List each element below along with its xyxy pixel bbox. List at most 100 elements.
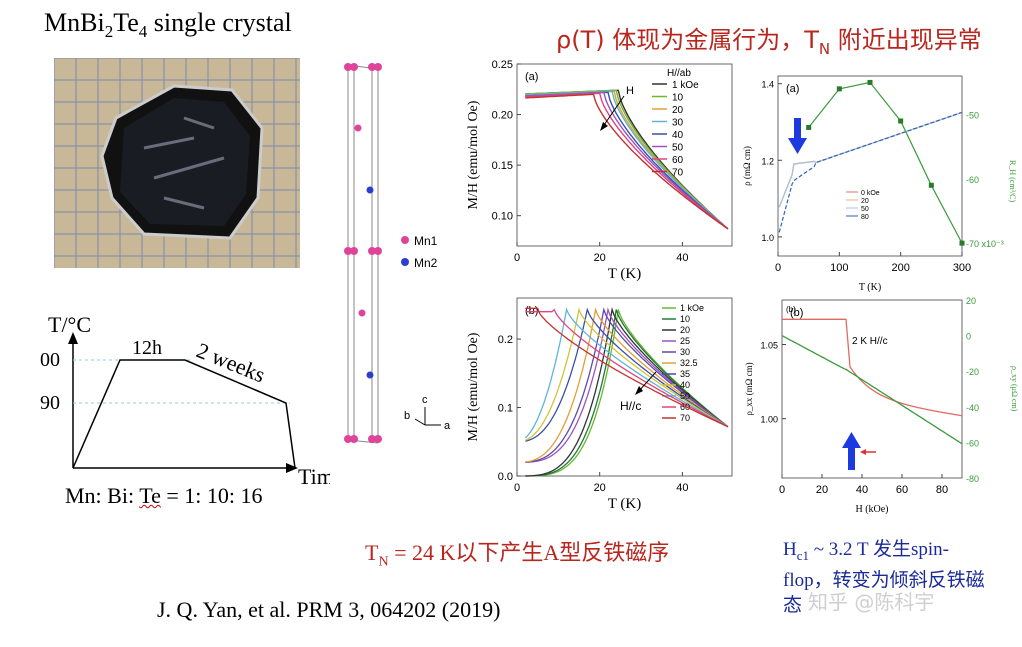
mn1-legend: Mn1 (414, 234, 438, 248)
tn-note: TN = 24 K以下产生A型反铁磁序 (365, 540, 670, 570)
legend-entry: 20 (672, 105, 684, 116)
legend-entry: 25 (680, 336, 690, 346)
right-tick-label: 20 (966, 296, 976, 306)
series-line (525, 308, 729, 428)
legend-entry: 1 kOe (672, 80, 699, 91)
series-line (525, 309, 729, 477)
hold-label: 12h (132, 337, 162, 359)
mn1-atom (374, 63, 382, 71)
arrow-icon (635, 386, 643, 395)
t-low-label: 590 (40, 392, 60, 414)
x-tick-label: 0 (775, 262, 781, 274)
x-tick-label: 20 (594, 252, 606, 264)
x-tick-label: 40 (856, 484, 868, 496)
x-tick-label: 0 (514, 252, 520, 264)
svg-text:c: c (422, 394, 428, 406)
chart-rho-h: 0 20 40 60 80 1.00 1.05 H (kOe) ρ_xx (mΩ cm) (b) 2… (744, 296, 1019, 515)
right-tick-label: -80 (966, 474, 979, 484)
chart-mh-c: 0 20 40 0.0 0.1 0.2 T (K) M/H (emu/mol Oe) (b) 1 … (466, 297, 733, 512)
series-line (525, 307, 729, 442)
svg-text:b: b (404, 410, 410, 422)
y-tick-label: 0.2 (498, 334, 513, 346)
series-line (525, 307, 729, 428)
legend-entry: 40 (680, 380, 690, 390)
mn2-atom (366, 371, 374, 379)
chart-rho-t: 0 100 200 300 1.0 1.2 1.4 T (K) ρ (mΩ cm) (a) 0 kO… (742, 75, 1017, 292)
x-tick-label: 200 (891, 262, 909, 274)
right-tick-label: -70 x10⁻³ (966, 239, 1004, 249)
y-tick-label: 1.05 (760, 341, 778, 351)
headline: ρ(T) 体现为金属行为，TN 附近出现异常 (556, 26, 982, 58)
x-tick-label: 100 (830, 262, 848, 274)
y-tick-label: 1.4 (761, 80, 774, 90)
reference: J. Q. Yan, et al. PRM 3, 064202 (2019) (157, 597, 501, 622)
panel-label: (b) (790, 307, 803, 319)
right-tick-label: -60 (966, 175, 979, 185)
x-axis-label: T (K) (608, 266, 641, 282)
panel-label: (a) (786, 83, 799, 95)
mn1-atom (350, 247, 358, 255)
x-tick-label: 0 (779, 484, 785, 496)
panel-label: (b) (525, 305, 538, 317)
right-tick-label: 0 (966, 332, 971, 342)
arrow-up-icon (842, 432, 861, 448)
mn1-atom (344, 63, 352, 71)
series-line (525, 89, 729, 230)
chart-mh-ab: 0 20 40 0.10 0.15 0.20 0.25 T (K) M/H (emu/mol O… (466, 59, 733, 282)
mn1-atom (368, 247, 376, 255)
series-line (525, 89, 729, 230)
hall-point (959, 240, 965, 246)
composition-ratio: Mn: Bi: Te = 1: 10: 16 (65, 483, 263, 508)
y-tick-label: 0.20 (492, 110, 513, 122)
legend-entry: 30 (680, 347, 690, 357)
x-tick-label: 0 (514, 482, 520, 494)
rho-xx-line (782, 318, 963, 417)
series-line (525, 92, 729, 230)
hall-point (836, 86, 842, 92)
series-line (525, 90, 729, 230)
x-axis-label: H (kOe) (855, 504, 888, 515)
series-line (525, 307, 729, 463)
right-axis-label: ρ_xy (μΩ cm) (1010, 366, 1019, 412)
y-axis-label: ρ_xx (mΩ cm) (744, 362, 754, 415)
legend-entry: 32.5 (680, 358, 698, 368)
mn1-atom (368, 435, 376, 443)
svg-text:a: a (444, 420, 451, 432)
right-tick-label: -60 (966, 438, 979, 448)
hall-point (928, 182, 934, 188)
mn1-atom (374, 247, 382, 255)
legend-entry: 0 kOe (861, 190, 880, 197)
x-tick-label: 80 (936, 484, 948, 496)
field-annotation: H//c (620, 399, 641, 413)
hall-line (808, 81, 963, 244)
legend-entry: 10 (672, 93, 684, 104)
x-tick-label: 300 (953, 262, 971, 274)
mn1-atom (350, 435, 358, 443)
mn1-atom (374, 435, 382, 443)
mn1-atom (350, 63, 358, 71)
field-annotation: H (626, 85, 634, 97)
series-line (524, 307, 729, 439)
hc-note: Hc1 ~ 3.2 T 发生spin-flop，转变为倾斜反铁磁态 (783, 539, 985, 616)
legend-entry: 70 (672, 168, 684, 179)
t-high-label: 900 (40, 349, 60, 371)
x-axis-label: T (K) (608, 496, 641, 512)
x-tick-label: 60 (896, 484, 908, 496)
series-line (525, 307, 729, 441)
growth-profile: T/°C 900 590 12h 2 weeks Time (40, 312, 330, 488)
legend-entry: 60 (680, 402, 690, 412)
legend-entry: 60 (672, 155, 684, 166)
x-tick-label: 40 (676, 252, 688, 264)
hall-point (806, 124, 812, 130)
legend-entry: 50 (680, 391, 690, 401)
legend-entry: 20 (680, 325, 690, 335)
series-line (525, 307, 729, 477)
series-line (525, 307, 729, 463)
arrow-icon (600, 122, 608, 131)
mn1-atom (354, 124, 362, 132)
y-tick-label: 0.25 (492, 59, 513, 71)
field-annotation: 2 K H//c (852, 336, 888, 347)
mn1-atom (344, 247, 352, 255)
right-tick-label: -50 (966, 111, 979, 121)
legend-entry: 50 (861, 206, 869, 213)
